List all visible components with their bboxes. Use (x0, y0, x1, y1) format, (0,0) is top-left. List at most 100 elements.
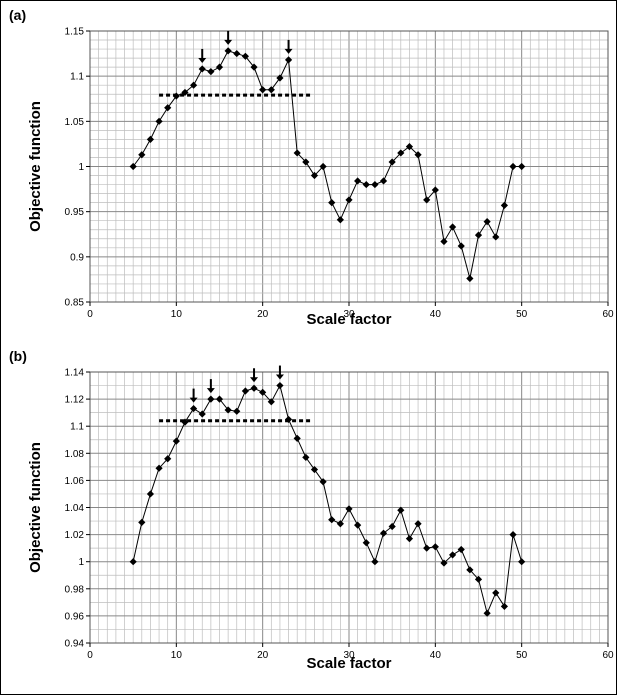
data-point (345, 505, 353, 513)
data-point (457, 242, 465, 250)
x-tick-label: 50 (516, 650, 528, 661)
data-point (449, 223, 457, 231)
data-point (207, 395, 215, 403)
data-point (440, 559, 448, 567)
data-point (310, 465, 319, 474)
data-point (181, 418, 189, 426)
data-point (319, 162, 327, 171)
data-point (138, 518, 146, 527)
data-point (233, 407, 241, 415)
data-point (388, 522, 396, 531)
y-tick-label: 1.02 (65, 530, 85, 541)
peak-arrow-head (189, 397, 198, 403)
data-point (492, 589, 500, 597)
x-axis-title: Scale factor (306, 311, 391, 328)
data-point (164, 104, 172, 112)
data-point (190, 81, 198, 89)
data-point (449, 551, 457, 559)
data-point (172, 92, 180, 100)
x-tick-label: 10 (171, 309, 183, 320)
data-point (155, 464, 163, 472)
y-tick-label: 0.85 (65, 298, 85, 309)
data-point (379, 177, 388, 185)
data-point (509, 162, 517, 171)
x-tick-label: 40 (430, 650, 442, 661)
y-tick-label: 1 (78, 557, 84, 568)
y-tick-label: 0.94 (65, 639, 85, 650)
data-point (198, 410, 206, 418)
y-tick-label: 1.12 (65, 395, 85, 406)
data-point (129, 558, 137, 566)
data-point (500, 602, 508, 611)
data-point (474, 231, 483, 239)
data-point (190, 404, 198, 413)
peak-arrow (284, 39, 293, 54)
data-point (310, 171, 319, 180)
y-axis-title: Objective function (27, 101, 44, 232)
peak-arrow (189, 388, 198, 403)
data-point (198, 65, 206, 73)
data-point (345, 196, 353, 204)
y-tick-label: 0.95 (65, 207, 85, 218)
data-point (423, 196, 431, 204)
series-line (132, 50, 522, 279)
data-point (267, 86, 275, 94)
x-tick-label: 60 (602, 650, 614, 661)
data-point (354, 177, 362, 185)
data-point (293, 149, 301, 157)
peak-arrow (224, 30, 233, 45)
series-line (132, 384, 523, 615)
y-tick-label: 1 (78, 162, 84, 173)
data-point (492, 233, 500, 241)
data-point (207, 68, 215, 76)
x-tick-label: 20 (257, 309, 269, 320)
data-point (250, 384, 258, 392)
data-point (302, 158, 310, 166)
data-point (397, 506, 405, 514)
data-point (164, 455, 172, 463)
data-point (138, 151, 146, 159)
y-tick-label: 0.96 (65, 611, 85, 622)
data-point (518, 162, 526, 171)
peak-arrow-head (198, 57, 207, 63)
data-point (284, 56, 293, 64)
x-tick-label: 30 (343, 309, 355, 320)
data-point (241, 387, 249, 395)
data-point (414, 520, 422, 528)
data-point (414, 151, 422, 159)
x-tick-label: 0 (87, 650, 93, 661)
data-point (293, 434, 301, 442)
data-point (483, 218, 491, 226)
peak-arrow (206, 379, 215, 394)
data-point (259, 388, 267, 396)
data-point (440, 237, 448, 246)
data-point (371, 558, 379, 566)
peak-arrow-head (284, 48, 293, 54)
data-point (371, 180, 379, 189)
peak-arrow (198, 48, 207, 63)
data-point (466, 274, 474, 283)
data-point (233, 49, 241, 58)
y-tick-label: 1.08 (65, 449, 85, 460)
x-tick-label: 10 (171, 650, 183, 661)
data-point (500, 201, 508, 209)
data-point (319, 478, 327, 486)
data-point (224, 47, 232, 55)
data-point (241, 52, 249, 60)
y-tick-label: 0.98 (65, 584, 85, 595)
panel-label: (a) (9, 7, 26, 23)
x-tick-label: 40 (430, 309, 442, 320)
data-point (250, 63, 258, 71)
data-point (215, 63, 224, 71)
panel-label: (b) (9, 348, 27, 364)
x-tick-label: 20 (257, 650, 269, 661)
data-point (362, 180, 370, 189)
y-tick-label: 1.04 (65, 503, 85, 514)
y-tick-label: 1.15 (65, 27, 85, 38)
data-point (397, 149, 405, 157)
data-point (328, 199, 336, 207)
data-point (362, 539, 370, 547)
peak-arrow-head (275, 374, 284, 380)
chart-panel-a: 0 10 20 30 40 50 60 0.85 0.9 0.95 1 1.05 1.1 1.15 Scal… (9, 7, 614, 328)
